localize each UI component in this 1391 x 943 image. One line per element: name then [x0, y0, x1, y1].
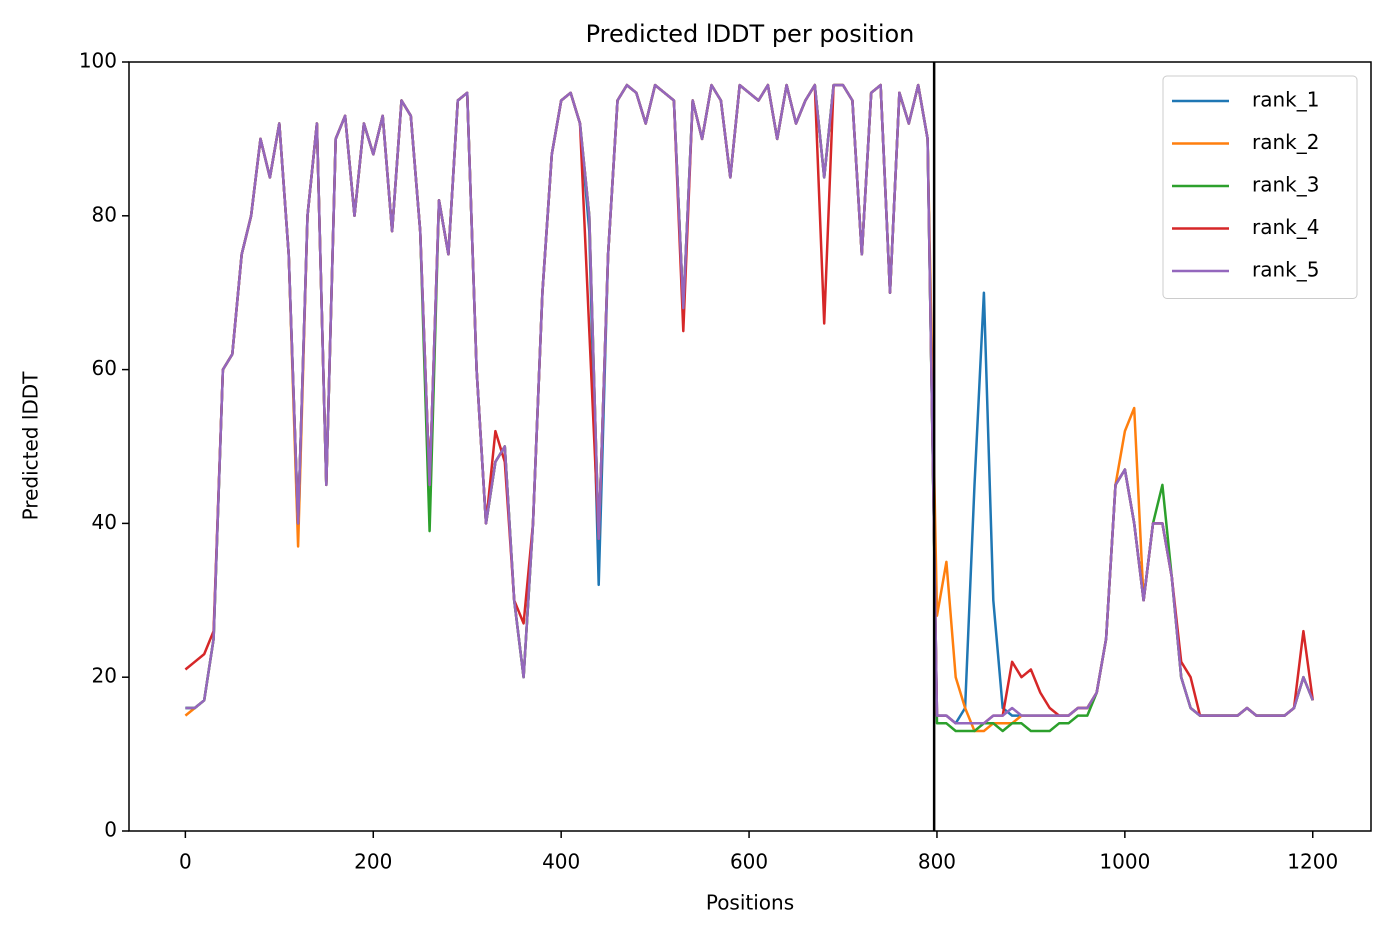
x-tick-label: 400 [542, 850, 580, 874]
legend-box [1162, 75, 1358, 299]
x-tick-label: 600 [730, 850, 768, 874]
y-tick-label: 0 [104, 818, 117, 842]
x-tick-label: 0 [179, 850, 192, 874]
plot-frame [128, 61, 1372, 832]
y-axis-label: Predicted lDDT [19, 371, 43, 521]
x-tick-label: 200 [354, 850, 392, 874]
series-line [185, 83, 1314, 725]
series-line [184, 83, 1314, 733]
legend-label: rank_2 [1252, 130, 1319, 154]
y-tick-label: 60 [92, 356, 117, 380]
x-tick-label: 1000 [1099, 850, 1150, 874]
legend-label: rank_4 [1252, 215, 1319, 239]
series-line [185, 83, 1314, 725]
x-tick-label: 1200 [1287, 850, 1338, 874]
x-axis-label: Positions [706, 891, 794, 915]
legend-label: rank_1 [1252, 88, 1319, 112]
y-tick-label: 100 [79, 49, 117, 73]
series-line [184, 83, 1315, 725]
series-line [185, 83, 1314, 733]
y-tick-label: 80 [92, 202, 117, 226]
legend-label: rank_5 [1252, 258, 1319, 282]
x-tick-label: 800 [918, 850, 956, 874]
chart-title: Predicted lDDT per position [586, 20, 915, 48]
y-tick-label: 20 [92, 664, 117, 688]
legend-label: rank_3 [1252, 173, 1319, 197]
y-tick-label: 40 [92, 510, 117, 534]
